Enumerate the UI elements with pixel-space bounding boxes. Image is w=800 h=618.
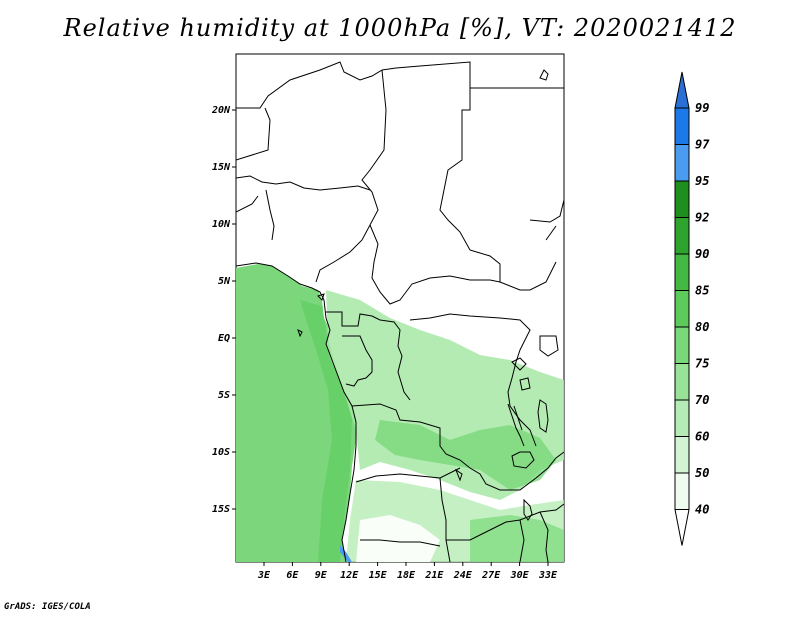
colorbar-segment — [674, 399, 690, 437]
lon-tick-label: 15E — [369, 570, 388, 581]
lon-tick-label: 12E — [340, 570, 359, 581]
colorbar-label: 50 — [695, 466, 709, 480]
lat-tick-label: 10S — [212, 447, 230, 458]
credit-text: GrADS: IGES/COLA — [4, 602, 91, 612]
se-humidity-core — [470, 515, 564, 562]
colorbar-label: 90 — [695, 247, 709, 261]
lon-tick-label: 9E — [315, 570, 328, 581]
colorbar-label: 95 — [695, 174, 709, 188]
lat-tick-label: 15S — [212, 504, 230, 515]
land-humidity-core — [375, 420, 556, 490]
longitude-axis: 3E 6E 9E 12E 15E 18E 21E 24E 27E 30E 33E — [257, 562, 558, 581]
colorbar-label: 70 — [695, 393, 709, 407]
lon-tick-label: 21E — [424, 570, 444, 581]
colorbar-label: 85 — [695, 284, 709, 298]
lon-tick-label: 3E — [257, 570, 271, 581]
colorbar-bottom-arrow — [674, 509, 690, 546]
lat-tick-label: 5N — [218, 276, 231, 287]
colorbar-segment — [674, 217, 690, 255]
colorbar-label: 75 — [695, 357, 709, 371]
lon-tick-label: 24E — [453, 570, 473, 581]
colorbar-label: 92 — [695, 211, 709, 225]
saturated-coast-spot — [340, 545, 352, 562]
colorbar-label: 60 — [695, 430, 709, 444]
colorbar: 99 97 95 92 90 85 80 75 70 60 50 40 — [674, 71, 710, 546]
colorbar-segment — [674, 107, 690, 145]
coastal-humidity-band — [300, 300, 352, 562]
colorbar-label: 80 — [695, 320, 709, 334]
lon-tick-label: 33E — [538, 570, 558, 581]
lat-tick-label: 15N — [212, 162, 231, 173]
colorbar-segment — [674, 363, 690, 401]
colorbar-label: 40 — [695, 503, 709, 517]
map-title: Relative humidity at 1000hPa [%], VT: 20… — [63, 14, 737, 42]
colorbar-segment — [674, 144, 690, 182]
colorbar-segment — [674, 290, 690, 328]
lat-tick-label: 10N — [212, 219, 231, 230]
lat-tick-label: 20N — [211, 105, 231, 116]
colorbar-segment — [674, 436, 690, 474]
colorbar-segment — [674, 472, 690, 510]
colorbar-top-arrow — [674, 71, 690, 109]
colorbar-label: 97 — [695, 138, 710, 152]
lon-tick-label: 6E — [286, 570, 299, 581]
colorbar-label: 99 — [695, 101, 709, 115]
lat-tick-label: EQ — [218, 333, 230, 344]
lon-tick-label: 18E — [397, 570, 416, 581]
south-dry-patch — [356, 515, 440, 562]
lon-tick-label: 27E — [481, 570, 501, 581]
colorbar-segment — [674, 326, 690, 364]
latitude-axis: 20N 15N 10N 5N EQ 5S 10S 15S — [211, 105, 236, 515]
lat-tick-label: 5S — [218, 390, 230, 401]
colorbar-segment — [674, 180, 690, 218]
country-boundaries — [236, 61, 564, 562]
colorbar-segment — [674, 253, 690, 291]
lon-tick-label: 30E — [510, 570, 530, 581]
